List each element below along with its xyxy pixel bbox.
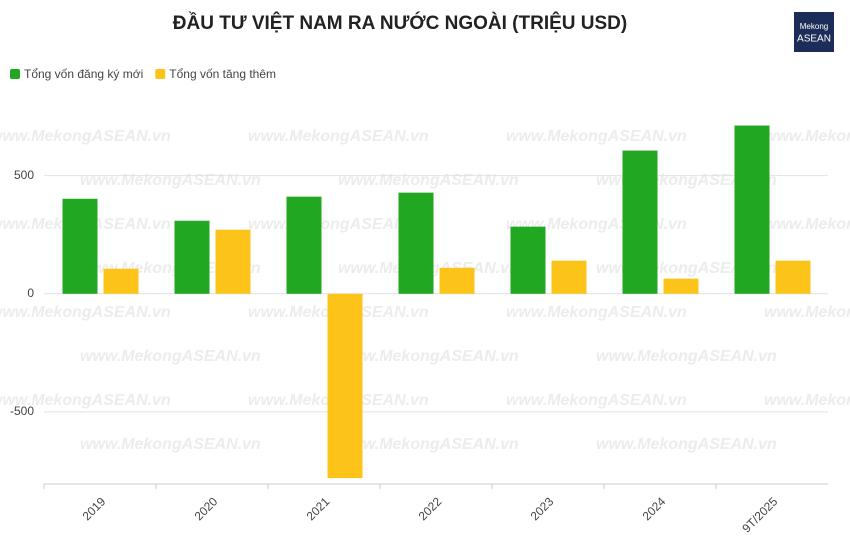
bar: [398, 192, 434, 294]
bar: [663, 278, 699, 294]
watermark: www.MekongASEAN.vn: [0, 392, 171, 409]
x-tick-label: 2019: [80, 494, 109, 523]
x-tick-label: 2021: [304, 494, 333, 523]
watermark: www.MekongASEAN.vn: [248, 128, 429, 145]
bar: [286, 196, 322, 294]
legend-swatch: [155, 69, 166, 79]
logo-box: [794, 12, 834, 52]
bar: [622, 150, 658, 294]
x-tick-label: 2024: [640, 494, 669, 523]
y-tick-label: 500: [14, 168, 34, 182]
bar: [327, 293, 363, 479]
y-tick-label: -500: [10, 404, 34, 418]
watermark: www.MekongASEAN.vn: [764, 304, 850, 321]
bar: [174, 220, 210, 294]
x-tick-label: 2023: [528, 494, 557, 523]
x-tick-label: 9T/2025: [739, 494, 780, 535]
legend-label: Tổng vốn tăng thêm: [169, 67, 276, 81]
watermark: www.MekongASEAN.vn: [506, 304, 687, 321]
watermark: www.MekongASEAN.vn: [0, 304, 171, 321]
watermark: www.MekongASEAN.vn: [80, 172, 261, 189]
bar: [215, 229, 251, 294]
chart-title: ĐẦU TƯ VIỆT NAM RA NƯỚC NGOÀI (TRIỆU USD…: [173, 12, 627, 34]
watermark: www.MekongASEAN.vn: [0, 128, 171, 145]
watermark: www.MekongASEAN.vn: [506, 392, 687, 409]
bar: [734, 125, 770, 294]
y-tick-label: 0: [27, 286, 34, 300]
watermark: www.MekongASEAN.vn: [596, 348, 777, 365]
watermark: www.MekongASEAN.vn: [80, 436, 261, 453]
x-tick-label: 2022: [416, 494, 445, 523]
watermark: www.MekongASEAN.vn: [764, 128, 850, 145]
watermark: www.MekongASEAN.vn: [338, 172, 519, 189]
watermark: www.MekongASEAN.vn: [506, 128, 687, 145]
legend-label: Tổng vốn đăng ký mới: [24, 67, 143, 81]
logo-text: ASEAN: [797, 34, 831, 45]
watermark: www.MekongASEAN.vn: [338, 436, 519, 453]
bar: [62, 198, 98, 294]
watermark: www.MekongASEAN.vn: [338, 348, 519, 365]
x-tick-label: 2020: [192, 494, 221, 523]
bar: [439, 267, 475, 294]
watermark: www.MekongASEAN.vn: [764, 392, 850, 409]
bar: [551, 260, 587, 294]
watermark: www.MekongASEAN.vn: [80, 348, 261, 365]
bar: [510, 226, 546, 294]
watermark: www.MekongASEAN.vn: [596, 436, 777, 453]
bar: [775, 260, 811, 294]
legend-swatch: [10, 69, 20, 79]
watermark: www.MekongASEAN.vn: [764, 216, 850, 233]
logo-text: Mekong: [800, 22, 828, 31]
bar: [103, 268, 139, 294]
